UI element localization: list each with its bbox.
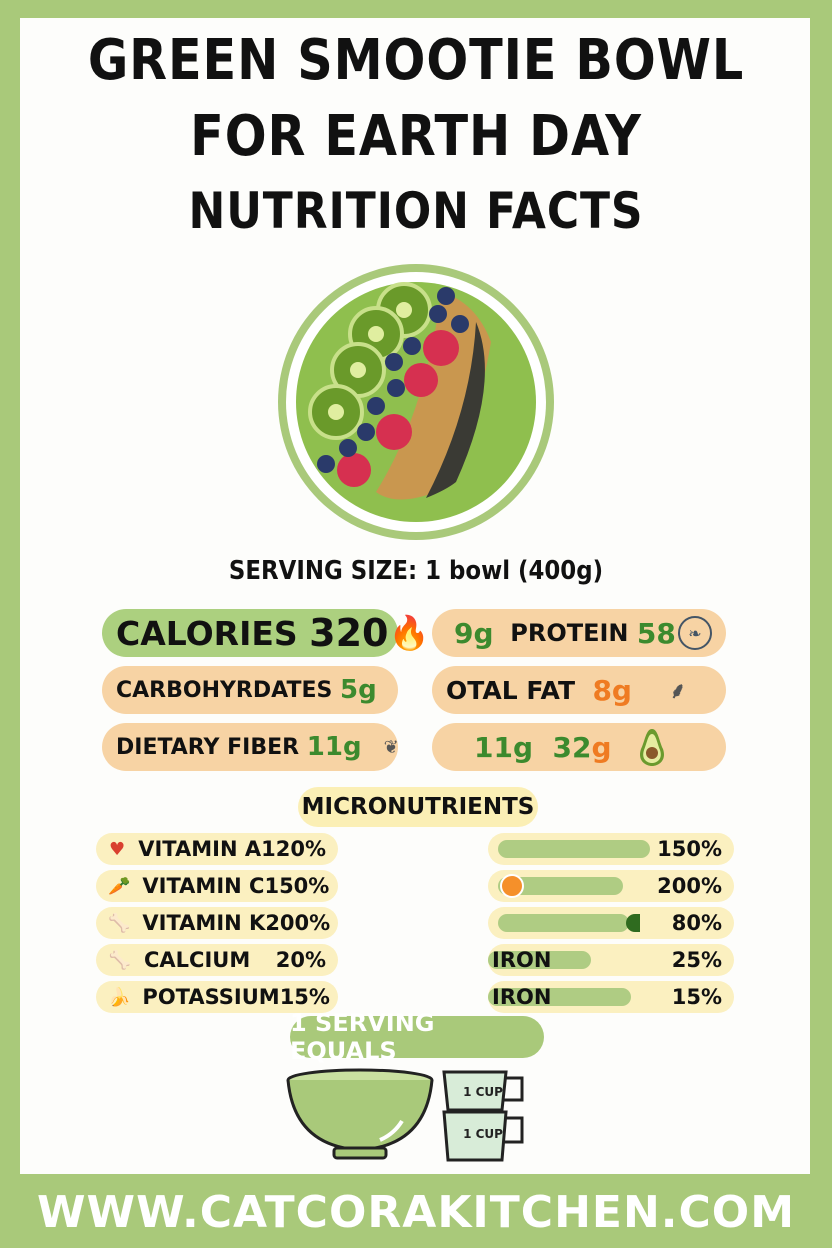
title-line-3: NUTRITION FACTS: [188, 182, 644, 240]
progress-bar: [498, 914, 629, 932]
extra-value-2-unit: g: [591, 730, 612, 764]
cup-label-1: 1 CUP: [463, 1085, 503, 1099]
smoothie-bowl-image: [278, 264, 554, 540]
micronutrient-row: 🦴 CALCIUM 20%: [96, 944, 338, 976]
heart-icon: ♥: [109, 838, 126, 860]
protein-label: PROTEIN: [510, 619, 629, 647]
micronutrient-row: 🥕 VITAMIN C 150%: [96, 870, 338, 902]
banana-icon: 🍌: [108, 986, 131, 1008]
micronutrient-bar-row: IRON 25%: [488, 944, 734, 976]
total-fat-pill: OTAL FAT 8g ⸙: [432, 666, 726, 714]
micronutrient-value: 120%: [261, 837, 326, 861]
flame-icon: 🔥: [388, 613, 430, 652]
calories-label: CALORIES: [116, 613, 298, 653]
leaf-circle-icon: ❧: [678, 616, 712, 650]
micronutrient-name: VITAMIN C: [142, 874, 265, 898]
micronutrient-value: 20%: [275, 948, 326, 972]
micronutrient-bar-label: IRON: [492, 985, 552, 1009]
fiber-pill: DIETARY FIBER 11g ❦: [102, 723, 399, 771]
fat-value: 8g: [592, 673, 632, 707]
carbs-label: CARBOHYRDATES: [116, 677, 333, 703]
orange-icon: [500, 874, 524, 898]
avocado-icon: [640, 729, 664, 766]
micronutrient-bar-row: 150%: [488, 833, 734, 865]
micronutrient-row: 🍌 POTASSIUM 15%: [96, 981, 338, 1013]
micronutrient-name: VITAMIN A: [138, 837, 262, 861]
serving-illustration: [286, 1068, 524, 1162]
micronutrient-bar-value: 25%: [671, 948, 722, 972]
micronutrient-value: 15%: [279, 985, 330, 1009]
micronutrient-bar-value: 80%: [671, 911, 722, 935]
micronutrient-value: 150%: [264, 874, 330, 898]
progress-bar: [488, 951, 591, 969]
micronutrient-bar-row: 200%: [488, 870, 734, 902]
protein-pill: 9g PROTEIN 58 ❧: [432, 609, 726, 657]
progress-marker: [626, 914, 640, 932]
progress-bar: [498, 877, 623, 895]
sprig-icon: ⸙: [669, 679, 686, 704]
carbohydrates-pill: CARBOHYRDATES 5g: [102, 666, 398, 714]
micronutrient-value: 200%: [265, 911, 331, 935]
serving-equals-label: 1 SERVING EQUALS: [290, 1009, 544, 1065]
extra-value-1: 11g: [474, 730, 534, 764]
serving-size: SERVING SIZE: 1 bowl (400g): [228, 556, 604, 586]
fiber-value: 11g: [306, 732, 362, 762]
micronutrient-bar-value: 15%: [671, 985, 722, 1009]
protein-value: 58: [636, 616, 676, 650]
title-line-1: GREEN SMOOTIE BOWL: [87, 28, 745, 93]
carrot-icon: 🥕: [108, 875, 131, 897]
calories-pill: CALORIES 320 🔥: [102, 609, 430, 657]
title-line-2: FOR EARTH DAY: [190, 104, 642, 169]
micronutrient-bar-value: 150%: [657, 837, 722, 861]
fiber-label: DIETARY FIBER: [116, 734, 300, 760]
micronutrient-bar-label: IRON: [492, 948, 552, 972]
carbs-value: 5g: [340, 675, 377, 705]
micronutrient-name: VITAMIN K: [142, 911, 266, 935]
micronutrient-row: 🦴 VITAMIN K 200%: [96, 907, 338, 939]
micronutrient-bar-row: 80%: [488, 907, 734, 939]
progress-bar: [498, 840, 650, 858]
micronutrient-name: POTASSIUM: [142, 985, 280, 1009]
cup-label-2: 1 CUP: [463, 1127, 503, 1141]
website-footer[interactable]: WWW.CATCORAKITCHEN.COM: [37, 1186, 795, 1238]
measuring-cup-icon: [442, 1070, 524, 1112]
protein-prefix: 9g: [454, 616, 494, 650]
micronutrient-bar-value: 200%: [657, 874, 722, 898]
micronutrient-row: ♥ VITAMIN A 120%: [96, 833, 338, 865]
extra-pill: 11g 32 g: [432, 723, 726, 771]
calories-value: 320: [309, 611, 389, 655]
micronutrients-header: MICRONUTRIENTS: [298, 787, 538, 827]
bone-icon: 🦴: [108, 949, 132, 971]
bone-icon: 🦴: [108, 912, 131, 934]
leaves-icon: ❦: [383, 736, 399, 758]
progress-bar: [488, 988, 631, 1006]
micronutrient-bar-row: IRON 15%: [488, 981, 734, 1013]
extra-value-2: 32: [552, 730, 592, 764]
bowl-icon: [286, 1068, 434, 1160]
measuring-cup-icon: [442, 1110, 524, 1162]
fat-label: OTAL FAT: [446, 675, 576, 705]
micronutrient-name: CALCIUM: [144, 948, 251, 972]
